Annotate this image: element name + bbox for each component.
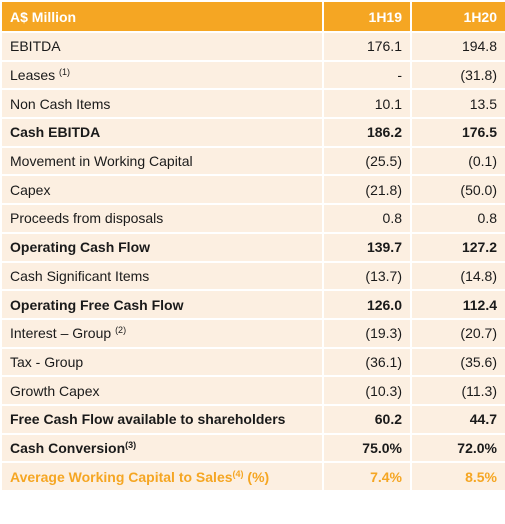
value-cell: (10.3): [322, 375, 412, 406]
header-cell: 1H20: [410, 0, 505, 33]
row-label-cell: EBITDA: [0, 31, 324, 62]
table-row: Average Working Capital to Sales(4) (%) 7…: [0, 461, 505, 492]
value-cell: (31.8): [410, 59, 505, 91]
row-label-cell: Cash Conversion(3): [0, 432, 324, 464]
value-cell: (35.6): [410, 346, 505, 378]
row-label: Cash Conversion: [10, 439, 126, 456]
table-row: Growth Capex (10.3) (11.3): [0, 375, 505, 406]
table-row: Movement in Working Capital (25.5) (0.1): [0, 145, 505, 177]
value-cell: 186.2: [322, 117, 412, 148]
row-label: Leases: [10, 67, 56, 84]
table-body: EBITDA 176.1 194.8 Leases (1) - (31.8) Non Cas…: [0, 31, 505, 492]
table-row: Cash Conversion(3) 75.0% 72.0%: [0, 432, 505, 464]
cash-flow-table: A$ Million 1H19 1H20 EBITDA 176.1 194.8 Lea…: [0, 0, 505, 492]
table-row: Leases (1) - (31.8): [0, 59, 505, 91]
row-label: Proceeds from disposals: [10, 210, 164, 227]
footnote-ref: (3): [125, 439, 137, 450]
table-row: Proceeds from disposals 0.8 0.8: [0, 203, 505, 234]
value-cell: 7.4%: [322, 461, 412, 492]
value-cell: (50.0): [410, 174, 505, 206]
label-suffix: (%): [243, 468, 270, 485]
row-label-cell: Cash Significant Items: [0, 260, 324, 292]
value-cell: (19.3): [322, 317, 412, 349]
row-label: Free Cash Flow available to shareholders: [10, 411, 286, 428]
row-label-cell: Growth Capex: [0, 375, 324, 406]
value-cell: 0.8: [410, 203, 505, 234]
table-row: Free Cash Flow available to shareholders…: [0, 403, 505, 435]
row-label: Operating Cash Flow: [10, 239, 151, 256]
value-cell: (0.1): [410, 145, 505, 177]
row-label-cell: Average Working Capital to Sales(4) (%): [0, 461, 324, 492]
value-cell: 0.8: [322, 203, 412, 234]
value-cell: (21.8): [322, 174, 412, 206]
footnote-ref: (2): [115, 325, 127, 336]
header-cell: A$ Million: [0, 0, 324, 33]
row-label: Operating Free Cash Flow: [10, 296, 184, 313]
table-row: Operating Free Cash Flow 126.0 112.4: [0, 289, 505, 320]
row-label-cell: Leases (1): [0, 59, 324, 91]
value-cell: 13.5: [410, 88, 505, 120]
value-cell: 44.7: [410, 403, 505, 435]
footnote-ref: (4): [232, 468, 244, 479]
value-cell: 112.4: [410, 289, 505, 320]
table-row: Interest – Group (2) (19.3) (20.7): [0, 317, 505, 349]
value-cell: 75.0%: [322, 432, 412, 464]
value-cell: (13.7): [322, 260, 412, 292]
row-label-cell: Capex: [0, 174, 324, 206]
footnote-ref: (1): [59, 67, 71, 78]
row-label-cell: Movement in Working Capital: [0, 145, 324, 177]
row-label-cell: Free Cash Flow available to shareholders: [0, 403, 324, 435]
value-cell: 176.5: [410, 117, 505, 148]
row-label: Interest – Group: [10, 325, 112, 342]
value-cell: (11.3): [410, 375, 505, 406]
row-label: Cash Significant Items: [10, 267, 150, 284]
row-label: Average Working Capital to Sales: [10, 468, 233, 485]
row-label-cell: Operating Cash Flow: [0, 231, 324, 263]
row-label: EBITDA: [10, 38, 61, 55]
value-cell: 72.0%: [410, 432, 505, 464]
value-cell: (36.1): [322, 346, 412, 378]
table-row: EBITDA 176.1 194.8: [0, 31, 505, 62]
header-cell: 1H19: [322, 0, 412, 33]
value-cell: 10.1: [322, 88, 412, 120]
value-cell: -: [322, 59, 412, 91]
row-label: Cash EBITDA: [10, 124, 101, 141]
row-label: Movement in Working Capital: [10, 153, 193, 170]
row-label-cell: Proceeds from disposals: [0, 203, 324, 234]
value-cell: 139.7: [322, 231, 412, 263]
value-cell: 194.8: [410, 31, 505, 62]
header-row: A$ Million 1H19 1H20: [0, 0, 505, 33]
row-label-cell: Tax - Group: [0, 346, 324, 378]
table-row: Capex (21.8) (50.0): [0, 174, 505, 206]
table-row: Non Cash Items 10.1 13.5: [0, 88, 505, 120]
row-label-cell: Interest – Group (2): [0, 317, 324, 349]
row-label-cell: Operating Free Cash Flow: [0, 289, 324, 320]
value-cell: (25.5): [322, 145, 412, 177]
row-label-cell: Cash EBITDA: [0, 117, 324, 148]
value-cell: 8.5%: [410, 461, 505, 492]
row-label: Growth Capex: [10, 382, 100, 399]
table-row: Operating Cash Flow 139.7 127.2: [0, 231, 505, 263]
table-row: Cash Significant Items (13.7) (14.8): [0, 260, 505, 292]
value-cell: (20.7): [410, 317, 505, 349]
value-cell: 60.2: [322, 403, 412, 435]
row-label: Tax - Group: [10, 353, 84, 370]
value-cell: 126.0: [322, 289, 412, 320]
table-row: Tax - Group (36.1) (35.6): [0, 346, 505, 378]
value-cell: (14.8): [410, 260, 505, 292]
value-cell: 176.1: [322, 31, 412, 62]
value-cell: 127.2: [410, 231, 505, 263]
row-label: Capex: [10, 181, 51, 198]
row-label: Non Cash Items: [10, 95, 111, 112]
row-label-cell: Non Cash Items: [0, 88, 324, 120]
table-row: Cash EBITDA 186.2 176.5: [0, 117, 505, 148]
